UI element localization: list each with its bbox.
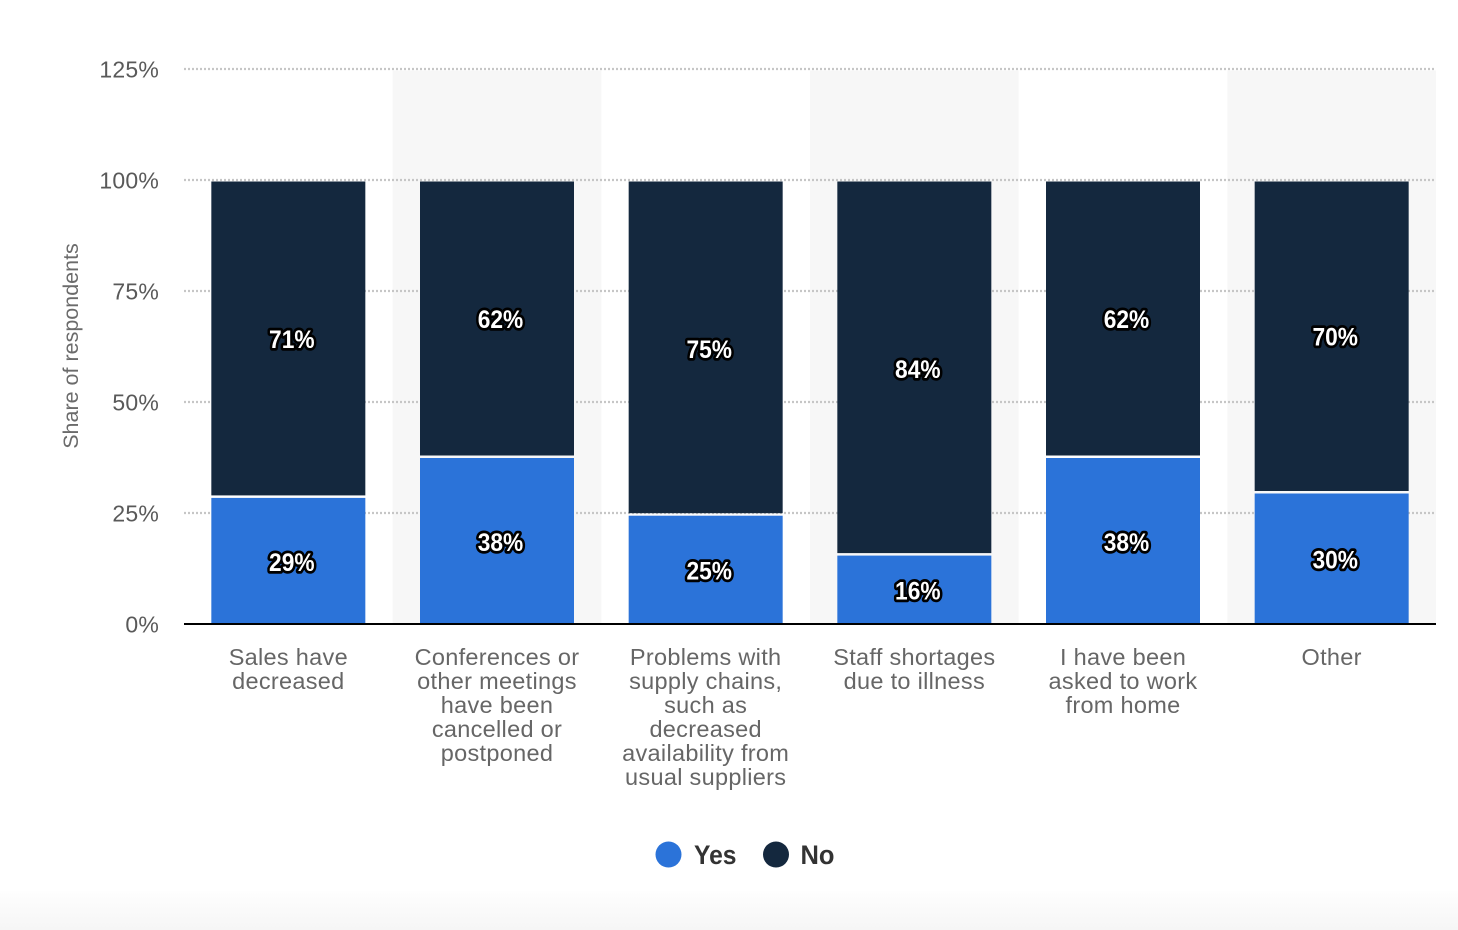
svg-text:30%: 30% <box>1312 547 1358 575</box>
svg-text:from home: from home <box>1065 692 1180 718</box>
svg-text:16%: 16% <box>895 578 941 606</box>
svg-text:0%: 0% <box>125 612 159 638</box>
svg-text:availability from: availability from <box>622 740 789 766</box>
svg-text:I have been: I have been <box>1060 644 1186 670</box>
svg-text:Share of respondents: Share of respondents <box>59 243 83 449</box>
svg-text:25%: 25% <box>112 501 159 527</box>
svg-text:Staff shortages: Staff shortages <box>833 644 995 670</box>
svg-text:decreased: decreased <box>232 668 344 694</box>
svg-text:Sales have: Sales have <box>229 644 348 670</box>
svg-text:decreased: decreased <box>649 716 761 742</box>
svg-text:71%: 71% <box>269 326 315 354</box>
svg-text:have been: have been <box>441 692 553 718</box>
svg-text:No: No <box>801 840 835 870</box>
svg-text:75%: 75% <box>112 279 159 305</box>
svg-text:supply chains,: supply chains, <box>629 668 782 694</box>
svg-text:Conferences or: Conferences or <box>415 644 580 670</box>
svg-text:38%: 38% <box>478 529 524 557</box>
svg-text:75%: 75% <box>686 336 732 364</box>
svg-text:125%: 125% <box>99 57 159 83</box>
svg-text:such as: such as <box>664 692 747 718</box>
svg-text:29%: 29% <box>269 549 315 577</box>
svg-text:50%: 50% <box>112 390 159 416</box>
svg-text:Other: Other <box>1302 644 1362 670</box>
svg-text:62%: 62% <box>1104 306 1150 334</box>
svg-text:usual suppliers: usual suppliers <box>625 764 786 790</box>
svg-text:84%: 84% <box>895 356 941 384</box>
svg-text:Problems with: Problems with <box>630 644 781 670</box>
svg-text:25%: 25% <box>686 558 732 586</box>
svg-text:Yes: Yes <box>694 840 737 870</box>
svg-text:due to illness: due to illness <box>844 668 985 694</box>
svg-text:62%: 62% <box>478 306 524 334</box>
svg-text:100%: 100% <box>99 168 159 194</box>
svg-text:38%: 38% <box>1104 529 1150 557</box>
svg-text:asked to work: asked to work <box>1049 668 1198 694</box>
svg-text:postponed: postponed <box>441 740 553 766</box>
svg-text:cancelled or: cancelled or <box>432 716 562 742</box>
svg-text:other meetings: other meetings <box>417 668 577 694</box>
svg-text:70%: 70% <box>1312 324 1358 352</box>
